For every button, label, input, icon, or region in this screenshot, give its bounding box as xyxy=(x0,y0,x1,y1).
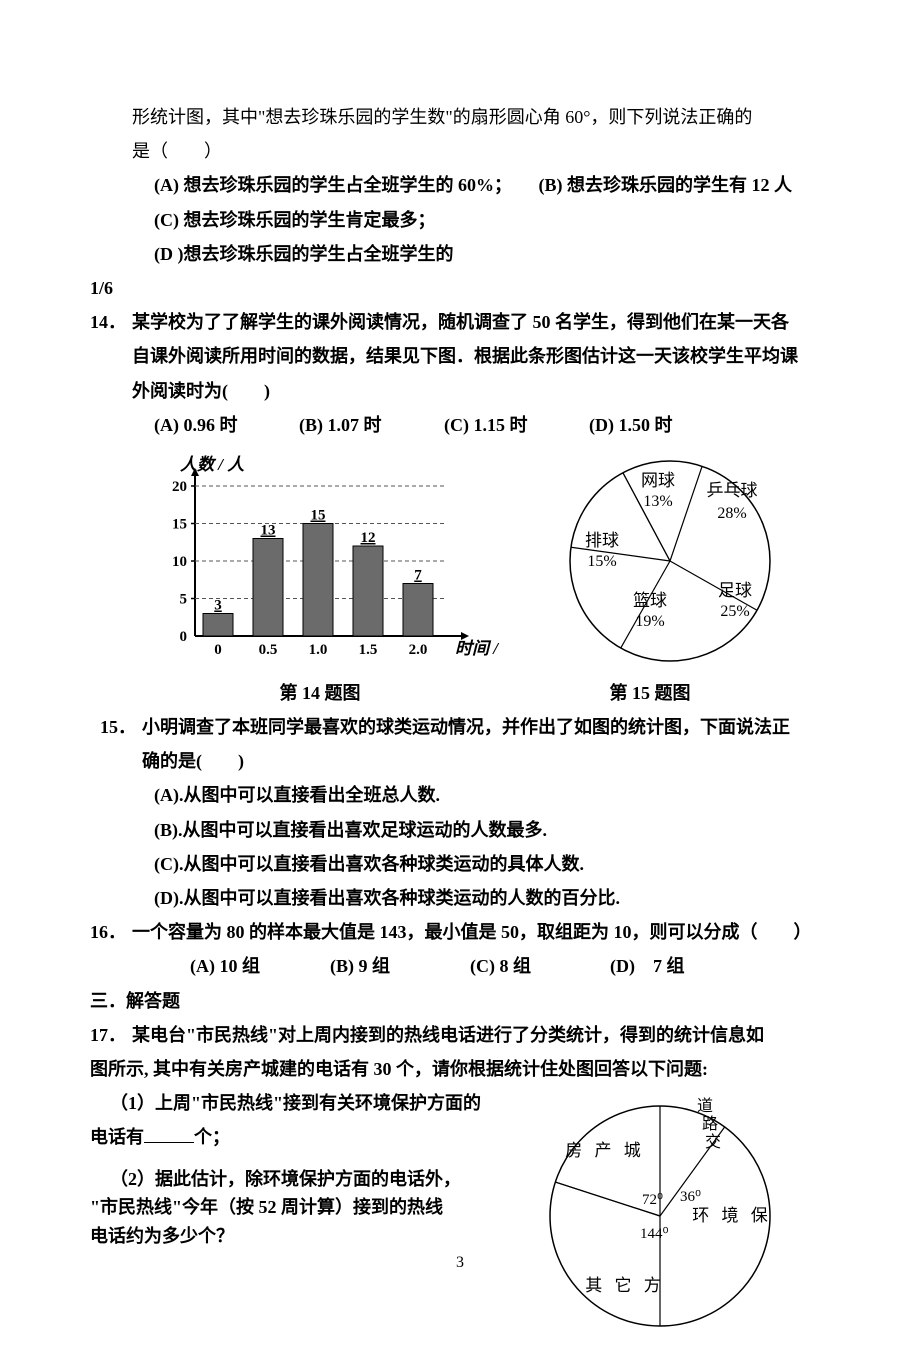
q13-optC: (C) 想去珍珠乐园的学生肯定最多； xyxy=(154,203,534,237)
q14-optC: (C) 1.15 时 xyxy=(444,408,589,442)
q14-options: (A) 0.96 时 (B) 1.07 时 (C) 1.15 时 (D) 1.5… xyxy=(90,408,830,442)
q16-line: 16． 一个容量为 80 的样本最大值是 143，最小值是 50，取组距为 10… xyxy=(90,915,830,949)
q16-optB: (B) 9 组 xyxy=(330,949,470,983)
q14-text1: 某学校为了了解学生的课外阅读情况，随机调查了 50 名学生，得到他们在某一天各 xyxy=(132,312,789,332)
q17-pie-chart: 房 产 城 道路交环 境 保其 它 方 72⁰ 36⁰ 144⁰ xyxy=(510,1086,810,1336)
q13-frac: 1/6 xyxy=(90,271,830,305)
svg-text:3: 3 xyxy=(214,597,222,613)
q14-num: 14． xyxy=(90,305,126,339)
q17-line1: 17． 某电台"市民热线"对上周内接到的热线电话进行了分类统计，得到的统计信息如 xyxy=(90,1018,830,1052)
svg-text:路: 路 xyxy=(702,1115,718,1133)
svg-text:12: 12 xyxy=(361,530,376,546)
q15-line1: 15． 小明调查了本班同学最喜欢的球类运动情况，并作出了如图的统计图，下面说法正 xyxy=(90,710,830,744)
page-number: 3 xyxy=(0,1248,920,1278)
svg-text:排球: 排球 xyxy=(585,531,619,550)
svg-text:28%: 28% xyxy=(717,505,746,522)
q16-optD: (D) 7 组 xyxy=(610,949,685,983)
q17-sub1a: （1）上周"市民热线"接到有关环境保护方面的 xyxy=(90,1086,510,1120)
q14-optA: (A) 0.96 时 xyxy=(154,408,299,442)
q13-optA: (A) 想去珍珠乐园的学生占全班学生的 60%； xyxy=(154,168,534,202)
svg-text:0: 0 xyxy=(214,642,222,658)
q15-num: 15． xyxy=(100,710,136,744)
figure-row-1: 人数 / 人 0 5 10 15 20 3 0 13 0.5 15 1.0 12 1.5 7 2.0 时间 / … xyxy=(90,446,830,676)
q13-optB: (B) 想去珍珠乐园的学生有 12 人 xyxy=(539,168,793,202)
q17-sub1b-before: 电话有 xyxy=(90,1127,144,1147)
q14-line1: 14． 某学校为了了解学生的课外阅读情况，随机调查了 50 名学生，得到他们在某… xyxy=(90,305,830,339)
svg-text:72⁰: 72⁰ xyxy=(642,1192,663,1208)
svg-text:13%: 13% xyxy=(643,493,672,510)
q16-optC: (C) 8 组 xyxy=(470,949,610,983)
q14-optD: (D) 1.50 时 xyxy=(589,408,673,442)
svg-text:15: 15 xyxy=(172,516,187,532)
svg-text:36⁰: 36⁰ xyxy=(680,1189,701,1205)
spacer xyxy=(90,1155,510,1165)
svg-text:15: 15 xyxy=(311,507,326,523)
svg-text:环 境 保: 环 境 保 xyxy=(692,1206,772,1225)
svg-text:篮球: 篮球 xyxy=(633,591,667,610)
svg-text:0: 0 xyxy=(180,629,188,645)
q17-num: 17． xyxy=(90,1018,126,1052)
svg-text:人数 / 人: 人数 / 人 xyxy=(180,455,245,474)
q13-cont-line1: 形统计图，其中"想去珍珠乐园的学生数"的扇形圆心角 60°，则下列说法正确的 xyxy=(90,100,830,134)
svg-text:交: 交 xyxy=(705,1133,721,1151)
q17-left: （1）上周"市民热线"接到有关环境保护方面的 电话有 个； （2）据此估计，除环境… xyxy=(90,1086,510,1251)
svg-text:19%: 19% xyxy=(635,613,664,630)
svg-text:20: 20 xyxy=(172,479,187,495)
q14-bar-chart: 人数 / 人 0 5 10 15 20 3 0 13 0.5 15 1.0 12 1.5 7 2.0 时间 / … xyxy=(140,446,500,666)
q14-optB: (B) 1.07 时 xyxy=(299,408,444,442)
q13-cont-line2: 是（ ） xyxy=(90,134,830,168)
svg-text:1.5: 1.5 xyxy=(359,642,378,658)
q15-caption: 第 15 题图 xyxy=(500,676,800,710)
svg-text:15%: 15% xyxy=(587,553,616,570)
q14-line3: 外阅读时为( ) xyxy=(90,374,830,408)
q13-optD: (D )想去珍珠乐园的学生占全班学生的 xyxy=(154,237,454,271)
svg-text:144⁰: 144⁰ xyxy=(640,1226,669,1242)
q13-options-row1: (A) 想去珍珠乐园的学生占全班学生的 60%； (B) 想去珍珠乐园的学生有 … xyxy=(90,168,830,202)
q16-options: (A) 10 组 (B) 9 组 (C) 8 组 (D) 7 组 xyxy=(90,949,830,983)
svg-text:25%: 25% xyxy=(720,603,749,620)
q15-pie-chart: 网球 13% 乒乓球 28% 足球 25% 篮球 19% 排球 15% xyxy=(540,446,800,676)
q17-sub2a: （2）据此估计，除环境保护方面的电话外， xyxy=(90,1165,510,1194)
caption-row-1: 第 14 题图 第 15 题图 xyxy=(90,676,830,710)
q17-sub1b: 电话有 个； xyxy=(90,1120,510,1154)
svg-text:0.5: 0.5 xyxy=(259,642,278,658)
q17-blank xyxy=(144,1125,194,1143)
q15-optD: (D).从图中可以直接看出喜欢各种球类运动的人数的百分比. xyxy=(90,881,830,915)
q16-text: 一个容量为 80 的样本最大值是 143，最小值是 50，取组距为 10，则可以… xyxy=(132,922,812,942)
svg-text:足球: 足球 xyxy=(718,581,752,600)
q16-optA: (A) 10 组 xyxy=(190,949,330,983)
svg-text:2.0: 2.0 xyxy=(409,642,428,658)
q17-body: （1）上周"市民热线"接到有关环境保护方面的 电话有 个； （2）据此估计，除环境… xyxy=(90,1086,830,1336)
q17-sub2c: 电话约为多少个？ xyxy=(90,1222,510,1251)
q17-sub2b: "市民热线"今年（按 52 周计算）接到的热线 xyxy=(90,1193,510,1222)
q17-line2: 图所示, 其中有关房产城建的电话有 30 个，请你根据统计住处图回答以下问题: xyxy=(90,1052,830,1086)
svg-text:时间 / 时: 时间 / 时 xyxy=(455,639,500,658)
svg-text:道: 道 xyxy=(697,1097,713,1115)
svg-text:13: 13 xyxy=(261,522,276,538)
q15-optA: (A).从图中可以直接看出全班总人数. xyxy=(90,778,830,812)
svg-text:7: 7 xyxy=(414,567,422,583)
q16-num: 16． xyxy=(90,915,126,949)
q14-caption: 第 14 题图 xyxy=(140,676,500,710)
q17-text1: 某电台"市民热线"对上周内接到的热线电话进行了分类统计，得到的统计信息如 xyxy=(132,1025,764,1045)
q13-options-row2: (C) 想去珍珠乐园的学生肯定最多； (D )想去珍珠乐园的学生占全班学生的 xyxy=(90,203,830,271)
q15-optC: (C).从图中可以直接看出喜欢各种球类运动的具体人数. xyxy=(90,847,830,881)
q15-line2: 确的是( ) xyxy=(90,744,830,778)
svg-text:网球: 网球 xyxy=(641,471,675,490)
svg-text:1.0: 1.0 xyxy=(309,642,328,658)
svg-text:其 它 方: 其 它 方 xyxy=(585,1276,665,1295)
q14-line2: 自课外阅读所用时间的数据，结果见下图．根据此条形图估计这一天该校学生平均课 xyxy=(90,339,830,373)
svg-text:乒乓球: 乒乓球 xyxy=(707,481,758,500)
section3-title: 三．解答题 xyxy=(90,984,830,1018)
svg-text:5: 5 xyxy=(180,591,188,607)
q17-sub1b-after: 个； xyxy=(194,1127,230,1147)
svg-text:房 产 城: 房 产 城 xyxy=(565,1141,645,1160)
q15-text1: 小明调查了本班同学最喜欢的球类运动情况，并作出了如图的统计图，下面说法正 xyxy=(142,717,790,737)
svg-text:10: 10 xyxy=(172,554,187,570)
q15-optB: (B).从图中可以直接看出喜欢足球运动的人数最多. xyxy=(90,813,830,847)
